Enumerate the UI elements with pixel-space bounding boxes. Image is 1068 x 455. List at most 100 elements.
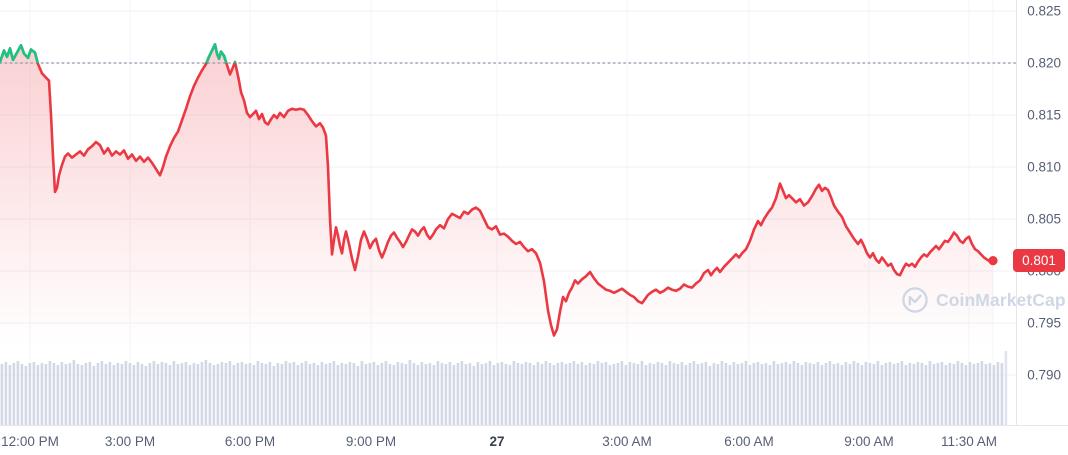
volume-bar	[556, 363, 560, 425]
volume-bar	[124, 361, 128, 425]
volume-bar	[372, 362, 376, 425]
volume-bar	[272, 366, 276, 425]
y-axis-label: 0.795	[1027, 316, 1061, 331]
volume-bar	[392, 365, 396, 425]
volume-bar	[736, 364, 740, 425]
volume-bar	[764, 363, 768, 425]
volume-bar	[424, 364, 428, 425]
volume-bar	[472, 366, 476, 425]
y-axis-label: 0.790	[1027, 368, 1061, 383]
volume-bar	[952, 364, 956, 425]
volume-bar	[604, 362, 608, 425]
volume-bar	[992, 365, 996, 425]
volume-bar	[80, 365, 84, 425]
volume-bar	[40, 363, 44, 425]
volume-bar	[720, 361, 724, 425]
volume-bar	[248, 363, 252, 425]
volume-bar	[436, 361, 440, 425]
volume-bar	[348, 362, 352, 425]
volume-bar	[344, 364, 348, 425]
volume-bar	[112, 365, 116, 425]
volume-bar	[324, 364, 328, 425]
current-price-badge: 0.801	[1013, 249, 1065, 272]
volume-bar	[288, 363, 292, 425]
volume-bar	[580, 362, 584, 425]
volume-bar	[452, 365, 456, 425]
volume-bar	[224, 363, 228, 425]
volume-bar	[440, 363, 444, 425]
volume-bar	[444, 364, 448, 425]
volume-bar	[84, 363, 88, 425]
volume-bar	[612, 364, 616, 425]
volume-bar	[800, 365, 804, 425]
volume-bar	[212, 365, 216, 425]
volume-bar	[108, 362, 112, 425]
volume-bar	[508, 365, 512, 425]
volume-bar	[696, 364, 700, 425]
volume-bar	[296, 365, 300, 425]
x-axis-label: 6:00 AM	[724, 434, 774, 449]
volume-bar	[52, 363, 56, 425]
volume-bar	[48, 361, 52, 425]
volume-bar	[464, 364, 468, 425]
volume-bar	[540, 364, 544, 425]
volume-bar	[856, 363, 860, 425]
volume-bar	[28, 363, 32, 425]
volume-bar	[940, 362, 944, 425]
volume-bar	[880, 365, 884, 425]
volume-bar	[648, 363, 652, 425]
volume-bar	[396, 362, 400, 425]
volume-bar	[844, 362, 848, 425]
y-axis-label: 0.805	[1027, 212, 1061, 227]
volume-bar	[576, 364, 580, 425]
volume-bar	[368, 363, 372, 425]
volume-bar	[500, 362, 504, 425]
volume-bar	[888, 362, 892, 425]
volume-bar	[892, 364, 896, 425]
volume-bar	[520, 364, 524, 425]
volume-bar	[760, 364, 764, 425]
volume-bar	[732, 362, 736, 425]
volume-bar	[776, 364, 780, 425]
volume-bar	[788, 364, 792, 425]
volume-bar	[200, 362, 204, 425]
volume-bar	[460, 361, 464, 425]
volume-bar	[972, 364, 976, 425]
volume-bar	[960, 363, 964, 425]
volume-bar	[300, 363, 304, 425]
volume-bar	[568, 363, 572, 425]
volume-bar	[832, 364, 836, 425]
volume-bar	[684, 365, 688, 425]
volume-bar	[340, 363, 344, 425]
volume-bar	[704, 362, 708, 425]
volume-bar	[184, 362, 188, 425]
volume-bar	[100, 361, 104, 425]
volume-bar	[4, 362, 8, 425]
volume-bar	[656, 362, 660, 425]
volume-bar	[8, 365, 12, 425]
volume-bar	[240, 362, 244, 425]
volume-bar	[724, 363, 728, 425]
volume-bar	[900, 361, 904, 425]
volume-bar	[316, 365, 320, 425]
volume-bar	[936, 363, 940, 425]
volume-bar	[168, 365, 172, 425]
volume-bar	[336, 365, 340, 425]
y-axis-label: 0.825	[1027, 4, 1061, 19]
volume-bar	[908, 363, 912, 425]
volume-bar	[588, 363, 592, 425]
volume-bar	[484, 363, 488, 425]
volume-bar	[252, 365, 256, 425]
volume-bar	[572, 361, 576, 425]
volume-bar	[192, 363, 196, 425]
volume-bar	[116, 363, 120, 425]
volume-bar	[624, 365, 628, 425]
volume-bar	[404, 364, 408, 425]
volume-bar	[688, 363, 692, 425]
volume-bar	[276, 363, 280, 425]
volume-bar	[236, 363, 240, 425]
volume-bar	[476, 362, 480, 425]
volume-bar	[708, 366, 712, 425]
